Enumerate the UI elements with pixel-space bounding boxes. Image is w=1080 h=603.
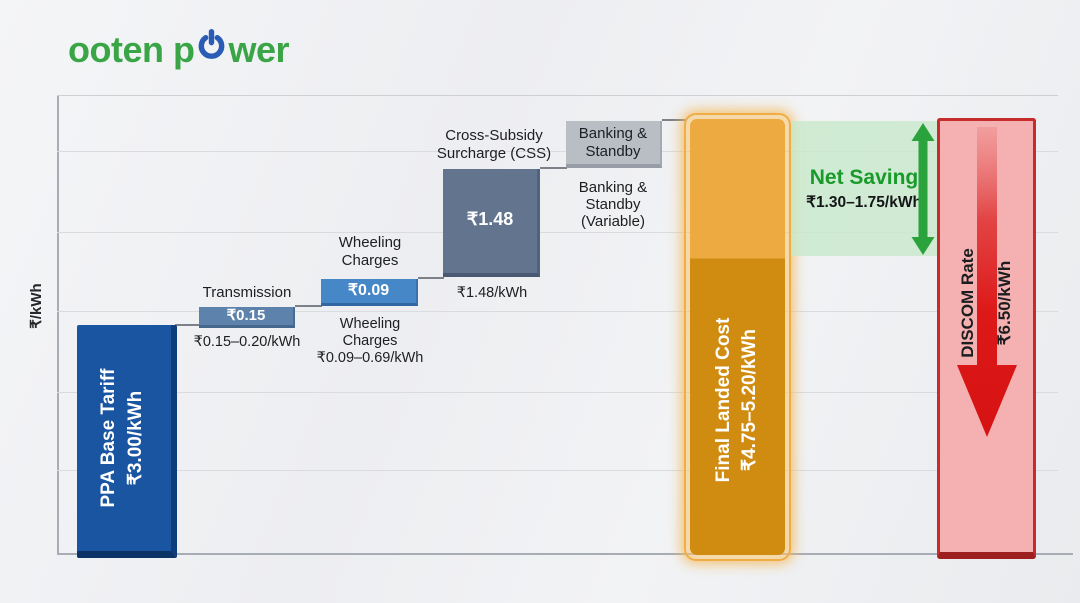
banking-standby-box: Banking & Standby (566, 121, 662, 168)
css-bar: ₹1.48 (443, 169, 540, 277)
banking-standby-sublabel: Banking & Standby (Variable) (578, 179, 648, 230)
transmission-label: Transmission (202, 284, 292, 301)
net-saving-title: Net Saving (809, 165, 919, 189)
y-axis-label: ₹/kWh (28, 283, 45, 329)
css-label: Cross-Subsidy Surcharge (CSS) (436, 127, 552, 162)
gridline (57, 392, 1058, 393)
gridline (57, 470, 1058, 471)
final-landed-cost-bar (684, 113, 791, 561)
connector (418, 277, 444, 279)
logo-text-left: ooten p (68, 28, 195, 70)
ppa-bar (77, 325, 177, 558)
y-axis-line (57, 95, 59, 554)
css-range: ₹1.48/kWh (456, 285, 528, 301)
brand-logo: ooten p wer (68, 26, 290, 73)
final-landed-cost-label: Final Landed Cost ₹4.75–5.20/kWh (713, 317, 760, 483)
final-landed-cost-fill (690, 119, 785, 555)
x-axis-line (57, 553, 1073, 555)
gridline (57, 151, 1058, 152)
connector (540, 167, 567, 169)
wheeling-range: Wheeling Charges ₹0.09–0.69/kWh (316, 316, 424, 366)
discom-label: DISCOM Rate ₹6.50/kWh (958, 248, 1014, 358)
wheeling-bar: ₹0.09 (321, 279, 418, 306)
discom-arrow-icon (957, 127, 1017, 437)
wheeling-label: Wheeling Charges (338, 234, 402, 269)
connector (662, 119, 687, 121)
transmission-bar: ₹0.15 (199, 307, 295, 328)
gridline (57, 311, 1058, 312)
net-saving-region: Net Saving ₹1.30–1.75/kWh (791, 121, 937, 256)
net-saving-range: ₹1.30–1.75/kWh (806, 193, 922, 211)
gridline (57, 95, 1058, 96)
connector (175, 324, 200, 326)
transmission-range: ₹0.15–0.20/kWh (193, 334, 301, 350)
net-saving-arrow-icon (908, 122, 938, 261)
gridline (57, 232, 1058, 233)
ppa-bar-label: PPA Base Tariff ₹3.00/kWh (98, 368, 146, 508)
discom-bar (937, 118, 1036, 559)
connector (295, 305, 322, 307)
logo-text-right: wer (228, 28, 290, 70)
power-icon (194, 26, 228, 73)
